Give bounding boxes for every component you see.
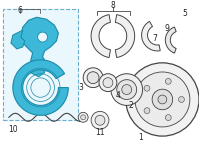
Text: 9: 9 [165,24,170,33]
Text: 7: 7 [152,34,157,43]
Circle shape [99,74,117,92]
Text: 10: 10 [8,125,18,134]
Circle shape [87,72,99,84]
Circle shape [38,32,48,42]
Text: 2: 2 [128,101,133,110]
Circle shape [135,72,190,127]
Polygon shape [13,60,68,115]
Circle shape [158,95,167,104]
FancyBboxPatch shape [3,9,78,120]
Text: 4: 4 [115,91,120,100]
Circle shape [95,115,105,125]
Circle shape [165,78,171,84]
Circle shape [122,85,132,95]
Text: 6: 6 [17,6,22,15]
Circle shape [91,111,109,129]
Circle shape [103,78,113,88]
Text: 1: 1 [138,133,143,142]
Polygon shape [142,21,160,51]
Polygon shape [91,15,110,57]
Polygon shape [31,67,45,77]
Text: 8: 8 [110,1,115,10]
Text: 3: 3 [79,83,84,92]
Circle shape [81,115,86,120]
Circle shape [144,85,150,91]
Text: 5: 5 [183,9,188,18]
Circle shape [144,108,150,114]
Circle shape [152,89,173,110]
Circle shape [117,80,137,100]
Circle shape [111,74,143,105]
Circle shape [126,63,199,136]
Circle shape [165,115,171,121]
Polygon shape [115,15,135,57]
Circle shape [83,68,103,88]
Circle shape [78,112,88,122]
Polygon shape [165,27,176,53]
Circle shape [179,97,184,102]
Polygon shape [11,30,25,49]
Polygon shape [21,17,58,71]
Text: 11: 11 [95,128,105,137]
